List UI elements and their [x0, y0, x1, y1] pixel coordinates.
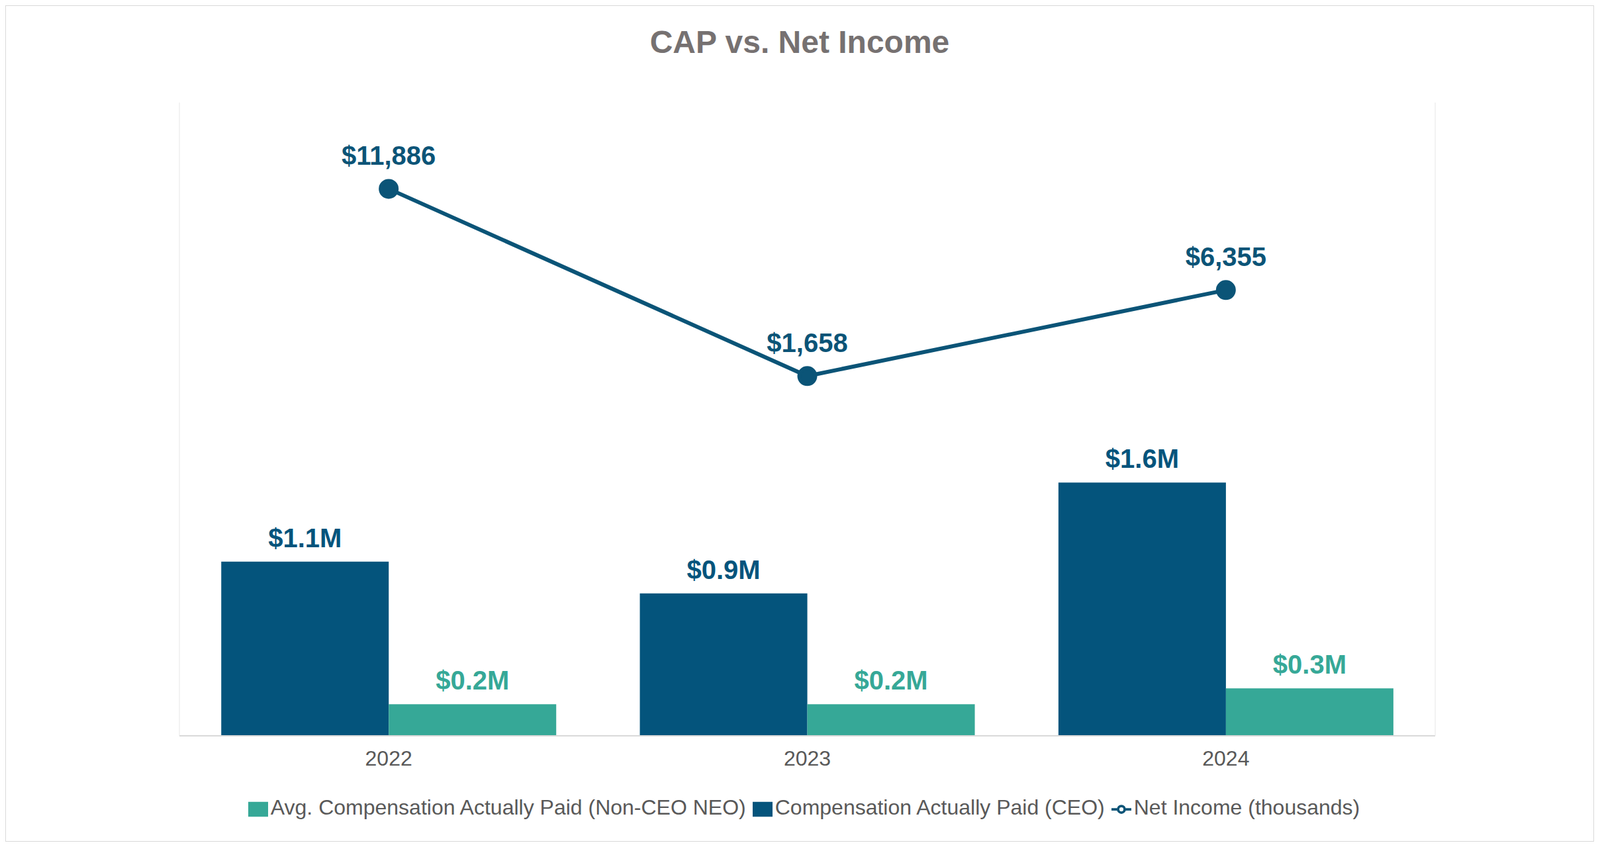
svg-text:2024: 2024 — [1202, 746, 1250, 771]
svg-text:$0.2M: $0.2M — [435, 665, 510, 696]
html-text:CAP vs. Net Income: CAP vs. Net Income — [649, 24, 950, 60]
html-text:Avg. Compensation Actually Pai: Avg. Compensation Actually Paid (Non-CEO… — [270, 795, 746, 820]
svg-text:$6,355: $6,355 — [1185, 242, 1267, 272]
html-text:Compensation Actually Paid (CE: Compensation Actually Paid (CEO) — [774, 795, 1105, 820]
svg-text:$1,658: $1,658 — [766, 328, 848, 358]
svg-text:2023: 2023 — [783, 746, 831, 771]
svg-text:2022: 2022 — [365, 746, 413, 771]
svg-text:$0.2M: $0.2M — [853, 665, 928, 696]
svg-text:$1.1M: $1.1M — [268, 523, 342, 553]
svg-text:$0.3M: $0.3M — [1272, 650, 1347, 680]
svg-text:$11,886: $11,886 — [341, 141, 436, 171]
html-text:Net Income (thousands): Net Income (thousands) — [1133, 795, 1360, 820]
svg-text:$0.9M: $0.9M — [686, 555, 760, 585]
svg-text:$1.6M: $1.6M — [1105, 444, 1179, 474]
